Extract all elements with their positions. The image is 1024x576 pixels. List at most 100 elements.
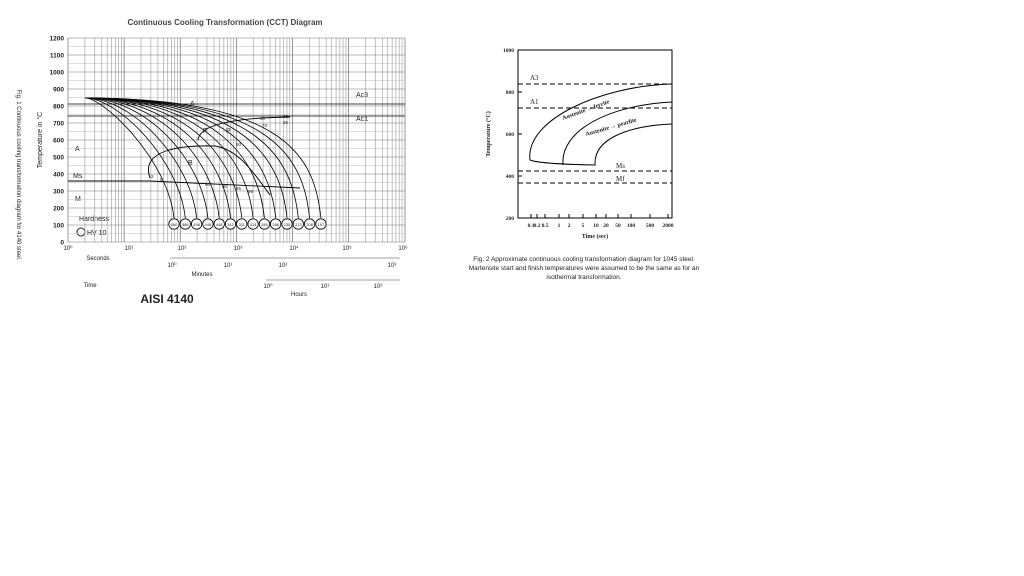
x-tick-label: 10² xyxy=(374,284,383,290)
phase-label: A xyxy=(190,101,195,108)
rate-label: 90 xyxy=(222,184,228,189)
cooling-curve xyxy=(84,97,277,219)
hardness-circle xyxy=(303,218,316,230)
cooling-curve xyxy=(84,97,209,219)
fig1-y-label: Temperature in °C xyxy=(36,112,44,169)
hardness-circle xyxy=(213,218,225,230)
pearlite-label: Austenite → pearlite xyxy=(585,117,638,137)
x-tick-label: 2000 xyxy=(663,223,674,229)
a1-label: A1 xyxy=(530,98,539,106)
hardness-value: 448 xyxy=(216,222,223,227)
x-tick-label: 10² xyxy=(279,263,288,269)
x-tick-label: 0.1 xyxy=(528,223,535,229)
x-tick-label: 1 xyxy=(558,223,561,229)
rate-label: 80 xyxy=(205,182,211,187)
cooling-curve xyxy=(84,97,186,219)
rate-label: 35 xyxy=(283,114,289,119)
cooling-curve xyxy=(84,97,231,219)
mf-label: Mf xyxy=(616,175,625,183)
x-tick-label: 10¹ xyxy=(125,246,134,252)
a3-label: A3 xyxy=(530,74,539,82)
cooling-curve xyxy=(84,97,288,219)
caption-line: Martensite start and finish temperatures… xyxy=(469,265,700,272)
hardness-circle xyxy=(168,218,180,230)
seconds-label: Seconds xyxy=(86,256,109,262)
hardness-value: 342 xyxy=(227,222,234,227)
hardness-value: 197 xyxy=(318,222,325,227)
y-tick-label: 600 xyxy=(506,132,515,138)
rate-label: 2 xyxy=(151,174,154,179)
phase-label: A xyxy=(75,146,80,153)
x-tick-label: 0.2 xyxy=(534,223,541,229)
hardness-value: 448 xyxy=(205,222,212,227)
hardness-value: 208 xyxy=(306,222,313,227)
y-tick-label: 500 xyxy=(53,155,64,162)
hardness-circle xyxy=(179,218,191,230)
hardness-value: 235 xyxy=(284,222,291,227)
hardness-circle xyxy=(258,218,270,230)
y-tick-label: 900 xyxy=(53,87,64,94)
side-caption: Fig. 1 Continuous cooling transformation… xyxy=(15,90,21,261)
x-tick-label: 10⁵ xyxy=(342,245,352,252)
y-tick-label: 200 xyxy=(506,216,515,222)
hardness-value: 266 xyxy=(272,222,279,227)
rate-label: 99 xyxy=(248,189,254,194)
x-tick-label: 10¹ xyxy=(321,284,330,290)
x-tick-label: 10⁴ xyxy=(289,245,299,252)
y-tick-label: 100 xyxy=(53,223,64,230)
caption-line: Fig. 2 Approximate continuous cooling tr… xyxy=(473,256,695,263)
ms-label: Ms xyxy=(616,162,625,170)
rate-label: 30 xyxy=(260,116,266,121)
y-tick-label: 800 xyxy=(53,104,64,111)
rate-label: 55 xyxy=(283,120,289,125)
rate-label: 70 xyxy=(262,123,268,128)
y-tick-label: 1000 xyxy=(503,48,514,54)
hardness-circle xyxy=(247,218,259,230)
x-tick-label: 0.5 xyxy=(542,223,549,229)
ms-line xyxy=(68,180,301,189)
hardness-circle xyxy=(292,218,304,230)
x-tick-label: 10¹ xyxy=(224,263,233,269)
x-tick-label: 100 xyxy=(627,223,636,229)
y-tick-label: 800 xyxy=(506,90,515,96)
x-tick-label: 10⁰ xyxy=(167,262,177,269)
x-tick-label: 20 xyxy=(603,223,609,229)
figure-1-bg xyxy=(30,14,412,310)
y-tick-label: 700 xyxy=(53,121,64,128)
phase-label: B xyxy=(188,160,193,167)
hardness-value: 588 xyxy=(182,222,189,227)
time-label: Time xyxy=(83,283,97,289)
hardness-circle xyxy=(281,218,293,230)
fig2-x-label: Time (sec) xyxy=(582,233,608,240)
y-tick-label: 400 xyxy=(506,174,515,180)
hardness-circle xyxy=(191,218,203,230)
ms-label: Ms xyxy=(73,173,83,180)
cooling-curve xyxy=(84,97,220,219)
rate-label: 50 xyxy=(236,142,242,147)
y-tick-label: 1000 xyxy=(50,70,65,77)
hardness-value: 213 xyxy=(295,222,302,227)
x-tick-label: 10³ xyxy=(234,246,243,252)
fig2-lines xyxy=(518,83,673,184)
cooling-curve xyxy=(84,97,310,219)
hardness-value: 498 xyxy=(193,222,200,227)
y-tick-label: 600 xyxy=(53,138,64,145)
x-tick-label: 50 xyxy=(615,223,621,229)
x-tick-label: 10⁰ xyxy=(263,283,273,290)
x-tick-label: 10⁶ xyxy=(398,245,408,252)
ferrite-label: Austenite → ferrite xyxy=(562,99,611,122)
x-tick-label: 10 xyxy=(593,223,599,229)
legend-title: Hardness xyxy=(79,216,109,223)
hardness-circle xyxy=(315,218,327,230)
hardness-circle xyxy=(270,218,282,230)
hardness-value: 314 xyxy=(250,222,257,227)
cooling-curve xyxy=(84,97,265,219)
ac3-label: Ac3 xyxy=(356,92,368,99)
hardness-value: 285 xyxy=(261,222,268,227)
x-tick-label: 10⁰ xyxy=(63,245,73,252)
y-tick-label: 1200 xyxy=(50,36,65,43)
x-tick-label: 2 xyxy=(568,223,571,229)
cooling-curve xyxy=(84,97,322,219)
y-tick-label: 0 xyxy=(60,240,64,247)
